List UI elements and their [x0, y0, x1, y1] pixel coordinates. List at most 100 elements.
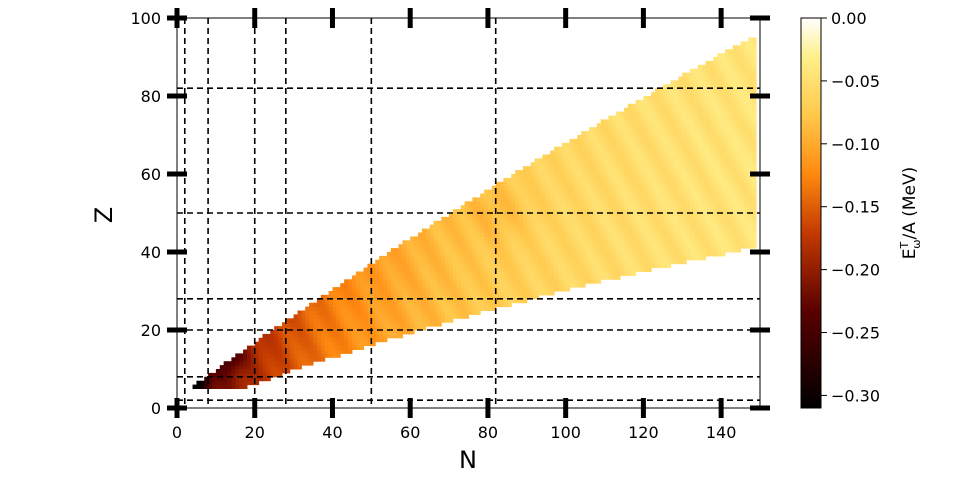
heatmap-cell	[705, 115, 710, 120]
heatmap-cell	[503, 220, 508, 226]
heatmap-cell	[612, 275, 617, 280]
heatmap-cell	[278, 357, 283, 362]
heatmap-cell	[651, 127, 656, 132]
heatmap-cell	[732, 201, 738, 206]
heatmap-cell	[550, 170, 555, 175]
heatmap-cell	[627, 205, 633, 210]
heatmap-cell	[752, 197, 757, 202]
heatmap-cell	[414, 236, 419, 241]
heatmap-cell	[534, 228, 539, 233]
heatmap-cell	[417, 244, 423, 249]
heatmap-cell	[441, 224, 446, 230]
heatmap-cell	[363, 306, 368, 311]
heatmap-cell	[355, 294, 361, 300]
heatmap-cell	[651, 107, 656, 113]
heatmap-cell	[725, 76, 730, 81]
heatmap-cell	[748, 115, 753, 120]
heatmap-cell	[565, 271, 571, 276]
heatmap-cell	[592, 146, 598, 152]
heatmap-cell	[674, 240, 679, 245]
heatmap-cell	[631, 181, 637, 187]
heatmap-cell	[690, 72, 695, 77]
heatmap-cell	[495, 255, 501, 261]
heatmap-cell	[682, 127, 687, 132]
heatmap-cell	[561, 162, 567, 167]
heatmap-cell	[538, 220, 543, 226]
heatmap-cell	[386, 306, 392, 311]
heatmap-cell	[635, 115, 641, 120]
heatmap-cell	[546, 185, 551, 191]
heatmap-cell	[752, 88, 757, 93]
heatmap-cell	[666, 154, 672, 159]
heatmap-cell	[639, 236, 644, 241]
heatmap-cell	[293, 353, 298, 358]
heatmap-cell	[678, 177, 683, 183]
heatmap-cell	[546, 224, 551, 230]
heatmap-cell	[569, 244, 574, 249]
heatmap-cell	[456, 209, 462, 214]
heatmap-cell	[433, 252, 438, 257]
heatmap-cell	[554, 259, 559, 265]
heatmap-cell	[728, 72, 734, 77]
heatmap-cell	[697, 255, 703, 261]
heatmap-cell	[627, 111, 633, 116]
heatmap-cell	[744, 177, 749, 183]
heatmap-cell	[375, 263, 380, 269]
heatmap-cell	[491, 224, 497, 230]
heatmap-cell	[499, 236, 504, 241]
heatmap-cell	[600, 224, 606, 230]
heatmap-cell	[620, 205, 625, 210]
heatmap-cell	[686, 92, 691, 97]
heatmap-cell	[686, 154, 691, 159]
heatmap-cell	[744, 111, 749, 116]
heatmap-cell	[620, 123, 625, 128]
heatmap-cell	[732, 205, 738, 210]
heatmap-cell	[655, 232, 660, 237]
heatmap-cell	[301, 333, 306, 339]
heatmap-cell	[670, 228, 675, 233]
heatmap-cell	[728, 123, 734, 128]
heatmap-cell	[301, 310, 306, 315]
heatmap-cell	[460, 263, 466, 269]
heatmap-cell	[752, 49, 757, 54]
heatmap-cell	[705, 228, 710, 233]
heatmap-cell	[686, 150, 691, 155]
heatmap-cell	[623, 216, 629, 222]
heatmap-cell	[651, 201, 656, 206]
heatmap-cell	[573, 244, 578, 249]
heatmap-cell	[472, 275, 477, 280]
heatmap-cell	[503, 213, 508, 218]
heatmap-cell	[612, 236, 617, 241]
heatmap-cell	[402, 326, 407, 331]
heatmap-cell	[499, 232, 504, 237]
heatmap-cell	[390, 298, 396, 304]
heatmap-cell	[487, 255, 493, 261]
heatmap-cell	[631, 170, 637, 175]
heatmap-cell	[623, 142, 629, 148]
heatmap-cell	[693, 240, 699, 245]
heatmap-cell	[425, 302, 431, 308]
heatmap-cell	[701, 177, 707, 183]
heatmap-cell	[651, 158, 656, 163]
heatmap-cell	[635, 162, 641, 167]
heatmap-cell	[678, 127, 683, 132]
heatmap-cell	[612, 166, 617, 171]
heatmap-cell	[674, 181, 679, 187]
heatmap-cell	[604, 201, 609, 206]
heatmap-cell	[678, 158, 683, 163]
heatmap-cell	[588, 170, 594, 175]
heatmap-cell	[592, 224, 598, 230]
heatmap-cell	[643, 162, 648, 167]
heatmap-cell	[379, 291, 384, 296]
heatmap-cell	[417, 310, 423, 315]
heatmap-cell	[577, 213, 582, 218]
heatmap-cell	[670, 224, 675, 230]
heatmap-cell	[635, 228, 641, 233]
heatmap-cell	[526, 185, 532, 191]
heatmap-cell	[581, 131, 586, 136]
heatmap-cell	[441, 236, 446, 241]
heatmap-cell	[491, 197, 497, 202]
heatmap-cell	[732, 131, 738, 136]
heatmap-cell	[293, 365, 298, 370]
heatmap-cell	[445, 236, 450, 241]
